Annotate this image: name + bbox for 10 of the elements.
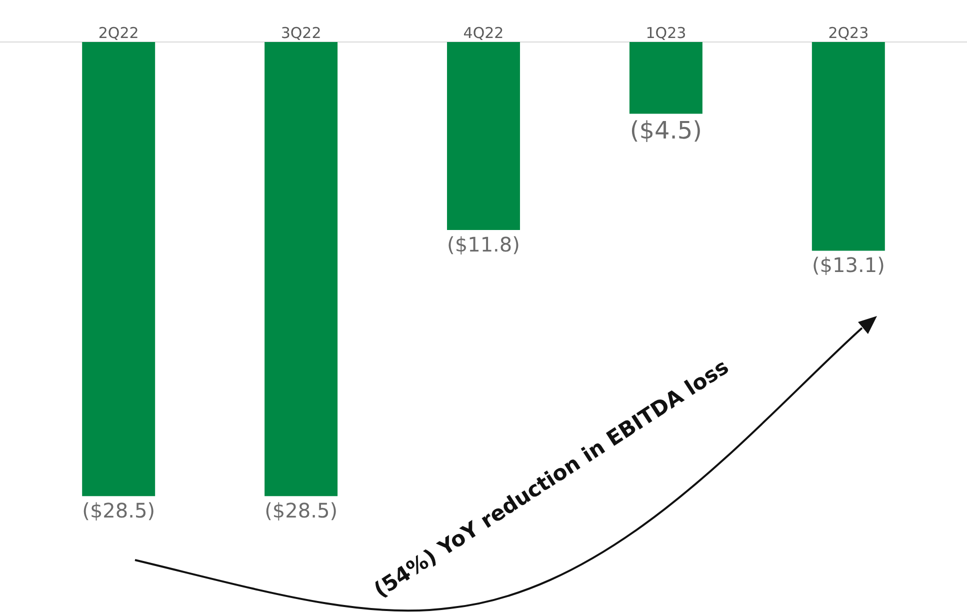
- x-tick-label: 2Q22: [98, 24, 139, 42]
- data-label: ($13.1): [812, 253, 885, 278]
- data-label: ($4.5): [630, 116, 702, 145]
- x-tick-label: 3Q22: [280, 24, 322, 42]
- data-label: ($28.5): [264, 498, 338, 522]
- data-label: ($28.5): [82, 498, 156, 522]
- x-tick-label: 2Q23: [828, 24, 869, 42]
- x-tick-label: 4Q22: [463, 24, 504, 42]
- x-tick-label: 1Q23: [646, 24, 686, 42]
- data-label: ($11.8): [447, 232, 520, 256]
